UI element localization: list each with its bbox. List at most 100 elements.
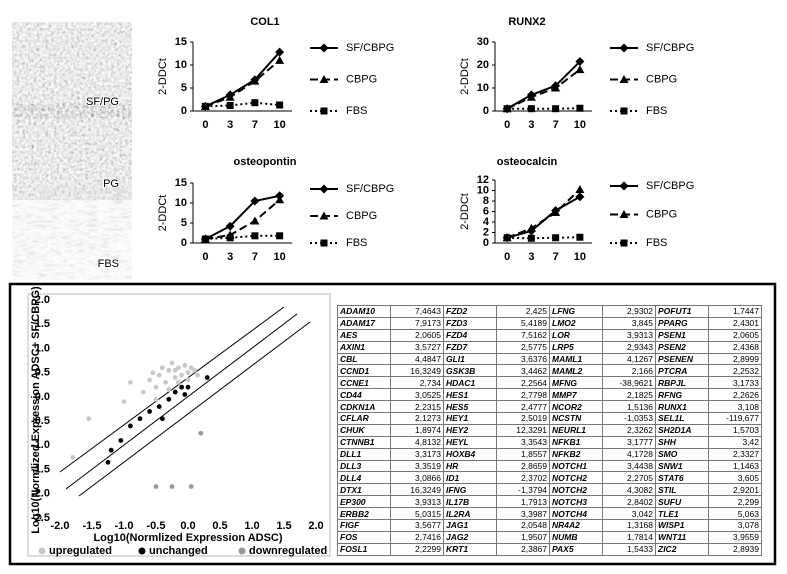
expression-value: 3,3519 xyxy=(390,459,444,473)
point xyxy=(188,484,194,489)
y-axis-label: 2-DDCt xyxy=(459,193,471,230)
expression-value: -38,9621 xyxy=(602,376,656,390)
x-tick-label: 1.0 xyxy=(244,520,259,532)
gene-name: ADAM10 xyxy=(337,305,391,318)
point xyxy=(153,384,159,390)
table-row: DLL4 3,0866 ID1 2,3702 NOTCH2 2,2705 STAT6 3,60… xyxy=(337,471,762,485)
x-axis-label: Log10(Normlized Expression ADSC) xyxy=(93,532,282,544)
marker xyxy=(619,210,629,218)
marker xyxy=(576,104,584,112)
legend-marker xyxy=(38,547,46,555)
micrograph-label: FBS xyxy=(98,258,119,270)
y-tick-label: 0 xyxy=(181,105,187,117)
y-tick-label: -1.0 xyxy=(31,439,50,451)
point xyxy=(195,372,201,378)
expression-value: 2,3262 xyxy=(602,423,656,437)
marker xyxy=(276,232,284,240)
gene-name: IL17B xyxy=(443,495,497,509)
y-tick-label: 10 xyxy=(477,184,489,196)
table-row: ADAM17 7,9173 FZD3 5,4189 LMO2 3,845 PPARG 2,43… xyxy=(337,316,762,330)
gene-name: FZD2 xyxy=(443,305,497,318)
expression-value: 1,5136 xyxy=(602,400,656,414)
x-tick-label: 3 xyxy=(227,251,233,263)
gene-name: CD44 xyxy=(337,388,391,402)
y-tick-label: 10 xyxy=(175,197,187,209)
y-tick-label: 12 xyxy=(477,174,489,186)
expression-value: 1,7814 xyxy=(602,530,656,544)
legend-label: SF/CBPG xyxy=(346,42,394,54)
data-line xyxy=(204,194,280,240)
gene-name: CDKN1A xyxy=(337,400,391,414)
expression-value: 7,9173 xyxy=(390,316,444,330)
point xyxy=(176,379,181,385)
marker xyxy=(225,221,235,231)
gene-name: GSK3B xyxy=(443,364,497,378)
expression-value: 2,2564 xyxy=(496,376,550,390)
marker xyxy=(552,234,560,242)
gene-name: HDAC1 xyxy=(443,376,497,390)
y-tick-label: 0 xyxy=(483,237,489,249)
marker xyxy=(575,192,585,202)
legend-label: CBPG xyxy=(346,73,377,85)
gene-name: SEL1L xyxy=(655,412,709,425)
table-row: AES 2,0605 FZD4 7,5162 LOR 3,9313 PSEN1 2,0605 xyxy=(337,328,762,342)
legend-marker xyxy=(138,547,146,555)
y-tick-label: 30 xyxy=(477,36,489,48)
legend-label: SF/CBPG xyxy=(346,183,394,195)
expression-value: 2,425 xyxy=(496,305,550,318)
x-tick-label: 10 xyxy=(274,251,286,263)
micrograph-label: SF/PG xyxy=(86,96,119,108)
gene-name: ADAM17 xyxy=(337,316,391,330)
data-line xyxy=(506,195,581,239)
expression-value: 12,3291 xyxy=(496,423,550,437)
point xyxy=(179,384,185,390)
point xyxy=(121,399,127,405)
scatter-frame xyxy=(27,293,331,557)
y-tick-label: 10 xyxy=(175,59,187,71)
y-axis-label: 2-DDCt xyxy=(459,58,471,95)
gene-name: HES1 xyxy=(443,388,497,402)
x-tick-label: 0 xyxy=(504,251,510,263)
marker xyxy=(250,216,260,225)
gene-name: MMP7 xyxy=(549,388,603,402)
gene-name: NEURL1 xyxy=(549,423,603,437)
marker xyxy=(575,57,585,67)
gene-name: FZD3 xyxy=(443,316,497,330)
y-tick-label: 2 xyxy=(483,226,489,238)
x-tick-label: 3 xyxy=(528,251,534,263)
x-tick-label: 10 xyxy=(274,119,286,131)
gene-name: HEY1 xyxy=(443,412,497,425)
y-tick-label: 1.0 xyxy=(35,342,50,354)
expression-value: 2,1825 xyxy=(602,388,656,402)
expression-value: 7,5162 xyxy=(496,328,550,342)
threshold-line xyxy=(78,321,311,497)
data-line xyxy=(506,60,581,110)
table-row: CHUK 1,8974 HEY2 12,3291 NEURL1 2,3262 SH2D1A 1… xyxy=(337,423,762,437)
point xyxy=(185,370,191,376)
expression-value: 2,0548 xyxy=(496,519,550,532)
expression-value: 1,5433 xyxy=(602,542,656,556)
gene-name: PTCRA xyxy=(655,364,709,378)
y-tick-label: 0.5 xyxy=(35,367,50,379)
marker xyxy=(201,102,209,110)
y-tick-label: 15 xyxy=(175,36,187,48)
expression-value: 1,9507 xyxy=(496,530,550,544)
marker xyxy=(319,184,329,194)
gene-name: RFNG xyxy=(655,388,709,402)
table-row: AXIN1 3,5727 FZD7 2,5775 LRP5 2,9343 PSEN2 2,43… xyxy=(337,340,762,354)
gene-name: NUMB xyxy=(549,530,603,544)
expression-value: 2,5775 xyxy=(496,340,550,354)
x-tick-label: 0 xyxy=(202,251,208,263)
y-tick-label: 6 xyxy=(483,205,489,217)
point xyxy=(118,438,124,443)
gene-name: JAG2 xyxy=(443,530,497,544)
gene-name: FZD4 xyxy=(443,328,497,342)
marker xyxy=(320,107,328,115)
point xyxy=(70,455,76,460)
expression-value: 3,4462 xyxy=(496,364,550,378)
panel-frame xyxy=(8,282,777,566)
expression-value: 1,1463 xyxy=(708,459,762,473)
expression-value: 3,4438 xyxy=(602,459,656,473)
marker xyxy=(319,75,329,83)
point xyxy=(166,396,172,402)
